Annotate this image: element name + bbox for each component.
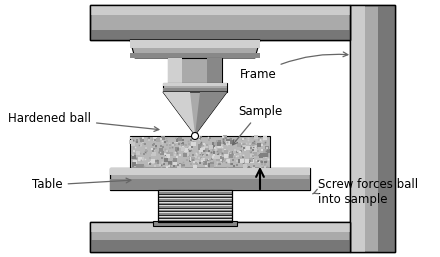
Bar (158, 206, 232, 208)
Polygon shape (195, 92, 227, 135)
Bar (158, 210, 232, 211)
Polygon shape (130, 40, 260, 58)
Bar (158, 204, 232, 206)
Polygon shape (90, 5, 350, 40)
Bar (153, 221, 237, 226)
Bar (110, 168, 310, 175)
Text: Hardened ball: Hardened ball (8, 112, 159, 131)
Bar (350, 5, 365, 252)
Text: Screw forces ball
into sample: Screw forces ball into sample (313, 178, 418, 206)
Bar (350, 5, 395, 252)
Bar (158, 217, 232, 218)
Bar (158, 194, 232, 196)
Bar (130, 136, 270, 168)
Bar (158, 196, 232, 197)
Bar (90, 240, 350, 252)
Bar (158, 199, 232, 201)
Bar (378, 5, 395, 252)
Bar (168, 58, 222, 86)
Bar (130, 40, 260, 48)
Bar (158, 215, 232, 217)
Bar (158, 203, 232, 204)
Bar (158, 190, 232, 222)
Bar (168, 58, 182, 86)
Bar (163, 83, 227, 86)
Bar (90, 5, 350, 40)
Bar (158, 211, 232, 213)
Bar (90, 222, 350, 252)
Bar (158, 197, 232, 199)
Bar (90, 5, 350, 15)
Bar (207, 58, 222, 86)
Polygon shape (163, 92, 227, 135)
Bar (158, 213, 232, 215)
Bar (90, 222, 350, 232)
Bar (163, 83, 227, 92)
Text: Frame: Frame (240, 52, 348, 81)
Bar (158, 190, 232, 222)
Polygon shape (163, 92, 195, 135)
Bar (158, 190, 232, 192)
Bar (158, 201, 232, 203)
Bar (163, 88, 227, 92)
Circle shape (191, 133, 198, 140)
Polygon shape (90, 222, 350, 252)
Text: Table: Table (32, 178, 131, 191)
Bar (90, 30, 350, 40)
Bar (158, 192, 232, 194)
Text: Sample: Sample (233, 105, 282, 145)
Bar (110, 168, 310, 190)
Bar (158, 221, 232, 222)
Bar (110, 179, 310, 190)
Polygon shape (350, 5, 395, 252)
Bar (158, 208, 232, 210)
Bar (158, 218, 232, 221)
Bar (130, 53, 260, 58)
